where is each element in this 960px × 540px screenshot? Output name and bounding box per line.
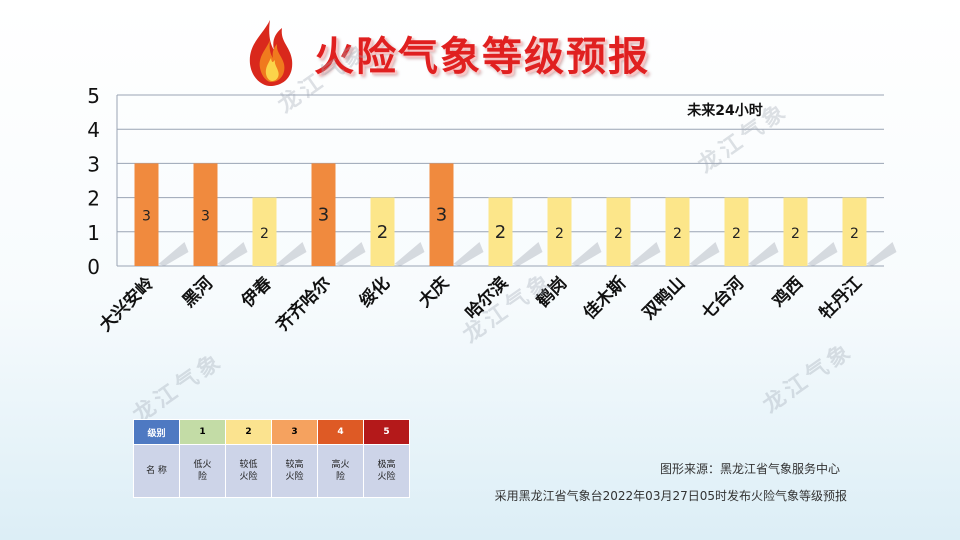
legend-level-2: 2 bbox=[225, 419, 272, 445]
legend-level-1: 1 bbox=[179, 419, 226, 445]
bar-shadow bbox=[335, 242, 366, 266]
data-label: 2 bbox=[673, 226, 682, 242]
bar bbox=[665, 197, 690, 266]
bar bbox=[311, 163, 336, 266]
bar bbox=[724, 197, 749, 266]
bar-shadow bbox=[748, 242, 779, 266]
data-label: 2 bbox=[732, 226, 741, 242]
y-tick-label: 5 bbox=[87, 84, 100, 108]
y-tick-label: 1 bbox=[87, 221, 100, 245]
data-label: 3 bbox=[201, 209, 210, 225]
data-label: 2 bbox=[555, 226, 564, 242]
category-label: 黑河 bbox=[179, 273, 217, 311]
bar-shadow bbox=[571, 242, 602, 266]
legend-name-row: 名 称 低火险 较低火险 较高火险 高火险 极高火险 bbox=[133, 444, 410, 498]
category-label: 鸡西 bbox=[767, 273, 807, 313]
legend-level-4: 4 bbox=[317, 419, 364, 445]
bar bbox=[606, 197, 631, 266]
bar bbox=[193, 163, 218, 266]
bar-shadow bbox=[630, 242, 661, 266]
legend-header-row: 级别 1 2 3 4 5 bbox=[133, 419, 410, 445]
data-label: 2 bbox=[614, 226, 623, 242]
title-area: 火险气象等级预报 bbox=[240, 18, 650, 88]
y-tick-label: 4 bbox=[87, 118, 100, 142]
bar-shadow bbox=[158, 242, 189, 266]
category-label: 牡丹江 bbox=[815, 273, 866, 324]
bar-shadow bbox=[217, 242, 248, 266]
category-label: 伊春 bbox=[236, 273, 276, 313]
page-title: 火险气象等级预报 bbox=[314, 34, 650, 80]
y-tick-label: 2 bbox=[87, 187, 100, 211]
legend-name-5: 极高火险 bbox=[363, 444, 410, 498]
category-label: 哈尔滨 bbox=[461, 273, 512, 324]
bar bbox=[252, 197, 277, 266]
bar-shadow bbox=[453, 242, 484, 266]
data-label: 2 bbox=[791, 226, 800, 242]
chart-annotation: 未来24小时 bbox=[687, 102, 762, 119]
data-label: 2 bbox=[850, 226, 859, 242]
publish-text: 采用黑龙江省气象台2022年03月27日05时发布火险气象等级预报 bbox=[494, 489, 847, 503]
bar bbox=[547, 197, 572, 266]
bar bbox=[783, 197, 808, 266]
y-tick-label: 3 bbox=[87, 152, 100, 176]
legend-name-1: 低火险 bbox=[179, 444, 226, 498]
y-tick-label: 0 bbox=[87, 255, 100, 279]
bar bbox=[842, 197, 867, 266]
bar bbox=[488, 197, 513, 266]
category-label: 双鸭山 bbox=[638, 273, 689, 324]
category-label: 七台河 bbox=[697, 273, 748, 324]
bar bbox=[370, 197, 395, 266]
data-label: 2 bbox=[495, 222, 506, 243]
category-label: 绥化 bbox=[355, 273, 394, 312]
category-label: 佳木斯 bbox=[579, 273, 630, 324]
legend-level-5: 5 bbox=[363, 419, 410, 445]
bar-shadow bbox=[394, 242, 425, 266]
data-label: 2 bbox=[260, 226, 269, 242]
legend-name-4: 高火险 bbox=[317, 444, 364, 498]
data-label: 3 bbox=[436, 205, 447, 226]
bar-chart: 0 1 2 3 4 5 3 大兴安岭 3 黑河 2 伊春 3 齐齐哈尔 2 绥化 3 大庆 2 哈尔滨 2 鹤岗 2 佳木斯 2… bbox=[87, 84, 897, 336]
bar bbox=[134, 163, 159, 266]
bar-shadow bbox=[689, 242, 720, 266]
legend-row-label: 名 称 bbox=[133, 444, 180, 498]
bar-shadow bbox=[807, 242, 838, 266]
legend-level-3: 3 bbox=[271, 419, 318, 445]
data-label: 3 bbox=[142, 209, 151, 225]
bar-shadow bbox=[512, 242, 543, 266]
fire-level-legend-table: 级别 1 2 3 4 5 名 称 低火险 较低火险 较高火险 高火险 极高火险 bbox=[133, 419, 410, 498]
source-text: 图形来源：黑龙江省气象服务中心 bbox=[659, 462, 840, 476]
legend-name-2: 较低火险 bbox=[225, 444, 272, 498]
category-label: 大兴安岭 bbox=[95, 273, 158, 336]
flame-icon bbox=[249, 20, 293, 86]
bar-shadow bbox=[276, 242, 307, 266]
bar bbox=[429, 163, 454, 266]
data-label: 2 bbox=[377, 222, 388, 243]
category-label: 大庆 bbox=[414, 273, 453, 312]
bar-shadow bbox=[866, 242, 897, 266]
category-label: 鹤岗 bbox=[532, 273, 571, 312]
data-label: 3 bbox=[318, 205, 329, 226]
legend-name-3: 较高火险 bbox=[271, 444, 318, 498]
category-label: 齐齐哈尔 bbox=[272, 273, 335, 336]
legend-header-label: 级别 bbox=[133, 419, 180, 445]
